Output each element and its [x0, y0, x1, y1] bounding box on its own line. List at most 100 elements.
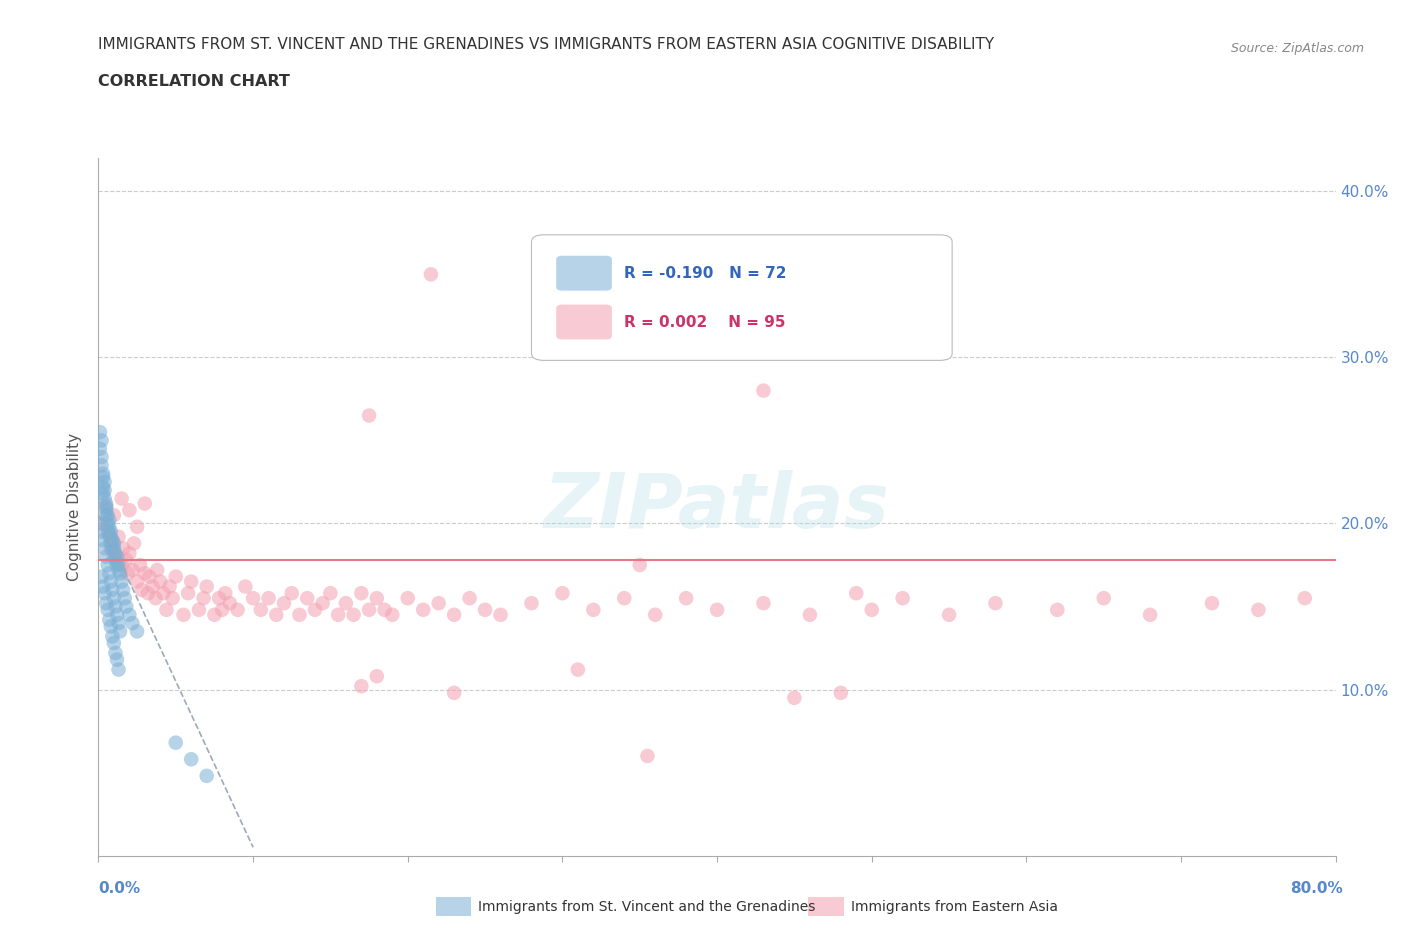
Point [91, 486, 114, 501]
Point [122, 536, 145, 551]
Point [214, 586, 236, 601]
Point [96, 503, 118, 518]
Point [752, 596, 775, 611]
Point [107, 556, 129, 571]
Point [118, 503, 141, 518]
Point [319, 586, 342, 601]
Point [97, 508, 120, 523]
Point [226, 603, 249, 618]
Point [155, 603, 177, 618]
Point [91, 470, 114, 485]
Text: R = 0.002    N = 95: R = 0.002 N = 95 [624, 314, 786, 329]
Point [97, 525, 120, 539]
Point [118, 607, 141, 622]
Point [984, 596, 1007, 611]
Point [211, 603, 233, 618]
Point [326, 607, 350, 622]
Point [97, 558, 120, 573]
Point [103, 536, 125, 551]
Point [100, 619, 122, 634]
Point [830, 685, 852, 700]
Point [149, 574, 172, 589]
Point [111, 574, 134, 589]
Point [101, 541, 124, 556]
Point [350, 586, 373, 601]
Point [138, 569, 160, 584]
Point [193, 591, 215, 605]
Point [297, 591, 319, 605]
Point [93, 491, 115, 506]
Point [1294, 591, 1316, 605]
Point [107, 662, 129, 677]
Point [117, 565, 139, 580]
Point [177, 586, 200, 601]
Point [443, 685, 465, 700]
FancyBboxPatch shape [557, 305, 612, 339]
Text: ZIPatlas: ZIPatlas [544, 470, 890, 544]
Point [98, 612, 121, 627]
Point [90, 449, 112, 464]
Point [96, 499, 118, 514]
Point [105, 558, 128, 573]
Point [706, 603, 728, 618]
Point [98, 525, 121, 539]
Point [96, 508, 118, 523]
Point [335, 596, 357, 611]
Point [412, 603, 434, 618]
Point [162, 591, 184, 605]
Point [281, 586, 304, 601]
Point [142, 579, 165, 594]
Point [93, 483, 115, 498]
Point [108, 565, 131, 580]
Point [357, 603, 380, 618]
Point [938, 607, 960, 622]
Point [628, 558, 651, 573]
Point [96, 499, 118, 514]
Point [208, 591, 231, 605]
Point [97, 516, 120, 531]
Point [127, 624, 149, 639]
Point [443, 607, 465, 622]
Point [266, 607, 288, 622]
Point [90, 458, 112, 472]
Text: Immigrants from Eastern Asia: Immigrants from Eastern Asia [851, 899, 1057, 914]
Point [96, 550, 118, 565]
Point [636, 749, 658, 764]
Point [107, 616, 129, 631]
Point [146, 563, 169, 578]
Point [98, 565, 121, 580]
Point [105, 652, 128, 667]
Point [100, 541, 122, 556]
FancyBboxPatch shape [531, 235, 952, 360]
Point [304, 603, 326, 618]
Point [107, 529, 129, 544]
Point [165, 569, 187, 584]
Point [96, 596, 118, 611]
Point [165, 736, 187, 751]
Point [180, 574, 202, 589]
Point [195, 768, 218, 783]
Point [90, 569, 112, 584]
Point [93, 541, 115, 556]
Point [242, 591, 264, 605]
Point [381, 607, 404, 622]
Point [90, 433, 112, 448]
Point [90, 525, 112, 539]
Point [104, 599, 127, 614]
Text: IMMIGRANTS FROM ST. VINCENT AND THE GRENADINES VS IMMIGRANTS FROM EASTERN ASIA C: IMMIGRANTS FROM ST. VINCENT AND THE GREN… [98, 37, 994, 52]
Point [93, 586, 115, 601]
Point [250, 603, 273, 618]
FancyBboxPatch shape [557, 256, 612, 291]
Point [134, 565, 156, 580]
Point [101, 582, 124, 597]
Point [91, 480, 114, 495]
Point [419, 267, 441, 282]
Point [100, 529, 122, 544]
Point [288, 607, 311, 622]
Point [180, 751, 202, 766]
Point [131, 582, 153, 597]
Text: R = -0.190   N = 72: R = -0.190 N = 72 [624, 266, 787, 281]
Point [104, 546, 127, 561]
Text: 0.0%: 0.0% [98, 881, 141, 896]
Point [273, 596, 295, 611]
